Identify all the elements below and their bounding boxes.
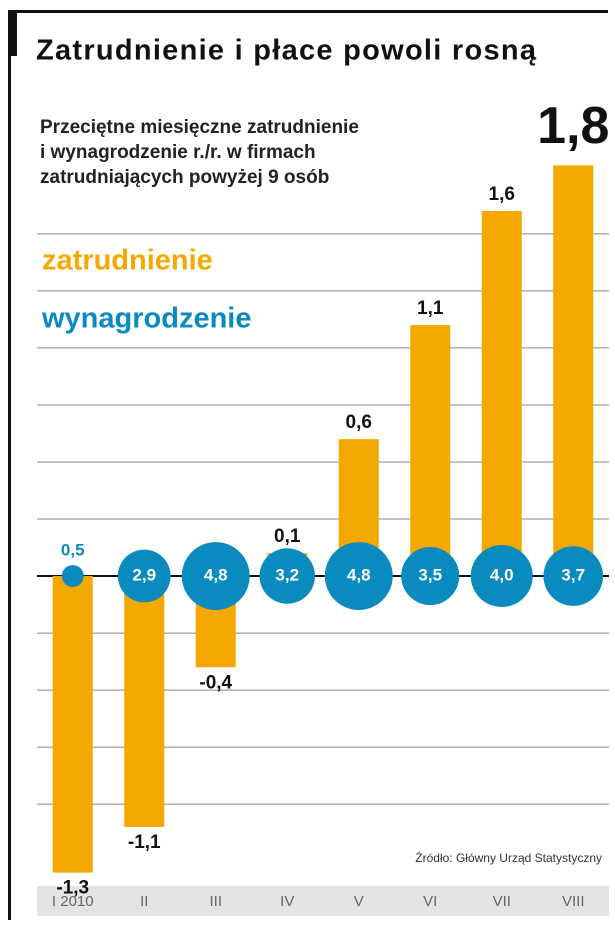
frame-tab (8, 10, 17, 56)
value-label: 4,8 (204, 566, 228, 585)
value-label: 3,2 (275, 566, 299, 585)
value-label: 1,1 (417, 298, 444, 319)
bar (553, 165, 594, 577)
x-tick-label: IV (280, 893, 294, 910)
value-label: 3,7 (561, 566, 585, 585)
x-tick-label: II (140, 893, 148, 910)
value-label: 0,1 (274, 526, 301, 547)
value-label: -1,3 (56, 878, 89, 899)
value-label: 4,8 (347, 566, 371, 585)
bar (124, 576, 165, 827)
value-label: 1,8 (537, 97, 609, 155)
chart-title: Zatrudnienie i płace powoli rosną (36, 35, 537, 67)
bubble (324, 542, 393, 610)
value-label: 0,5 (61, 541, 85, 560)
value-label: 2,9 (132, 566, 156, 585)
legend-entry: wynagrodzenie (41, 303, 252, 335)
x-tick-label: VI (423, 893, 437, 910)
x-tick-label: V (354, 893, 364, 910)
subtitle: i wynagrodzenie r./r. w firmach (40, 142, 316, 163)
x-tick-label: I 2010 (52, 893, 94, 910)
bubble (401, 547, 460, 606)
frame-left (8, 10, 11, 920)
bubble (117, 549, 171, 603)
bar (481, 211, 522, 577)
x-tick-label: III (209, 893, 222, 910)
bubble (470, 545, 533, 608)
subtitle: zatrudniających powyżej 9 osób (40, 167, 329, 188)
subtitle: Przeciętne miesięczne zatrudnienie (40, 117, 359, 138)
bubble (61, 565, 84, 587)
bubble (259, 548, 315, 604)
bubble (181, 542, 250, 610)
bubble (543, 546, 604, 606)
value-label: 0,6 (346, 412, 372, 433)
legend-entry: zatrudnienie (42, 245, 213, 277)
frame-top (8, 10, 608, 13)
bar (410, 325, 451, 577)
value-label: 3,5 (418, 566, 442, 585)
x-tick-label: VIII (562, 893, 585, 910)
source: Źródło: Główny Urząd Statystyczny (415, 850, 602, 865)
value-label: 4,0 (490, 566, 514, 585)
value-label: -1,1 (128, 832, 161, 853)
bar (52, 576, 93, 873)
category-strip (37, 886, 609, 916)
x-tick-label: VII (493, 893, 511, 910)
value-label: 1,6 (489, 184, 515, 205)
value-label: -0,4 (199, 672, 232, 693)
